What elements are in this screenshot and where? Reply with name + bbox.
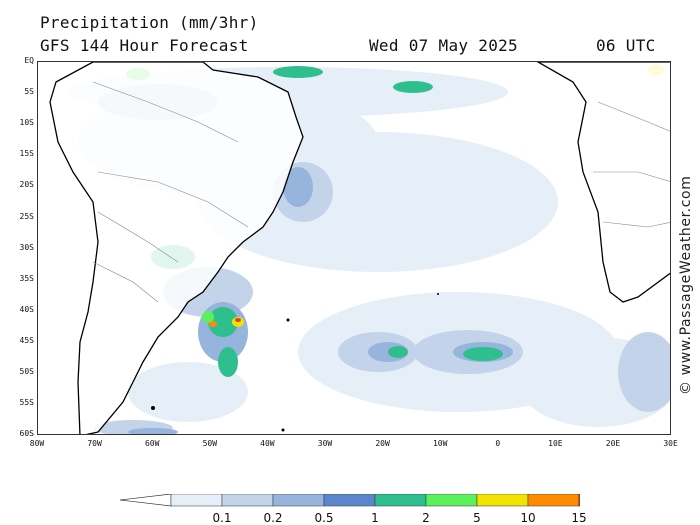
islands xyxy=(151,293,439,432)
legend-label: 15 xyxy=(571,511,587,525)
chart-title: Precipitation (mm/3hr) xyxy=(40,13,259,32)
lat-tick-label: 50S xyxy=(19,367,34,376)
legend-label: 5 xyxy=(473,511,481,525)
legend-swatch xyxy=(221,494,274,507)
lon-tick-label: 70W xyxy=(87,439,102,448)
legend-swatch xyxy=(170,494,223,507)
lon-tick-label: 0 xyxy=(495,439,501,448)
legend-swatch xyxy=(272,494,325,507)
legend-swatch xyxy=(527,494,580,507)
lon-tick-label: 30W xyxy=(317,439,333,448)
lon-tick-label: 30E xyxy=(663,439,678,448)
lon-tick-label: 80W xyxy=(29,439,45,448)
lon-tick-label: 60W xyxy=(144,439,160,448)
lat-tick-label: 15S xyxy=(19,149,34,159)
watermark: © www.PassageWeather.com xyxy=(678,175,694,395)
lon-tick-label: 40W xyxy=(260,439,275,448)
legend-arrow-left xyxy=(120,494,172,507)
legend-label: 0.2 xyxy=(263,511,283,525)
lat-tick-label: EQ xyxy=(24,56,34,65)
lon-tick-label: 20E xyxy=(605,439,621,448)
lat-tick-label: 5S xyxy=(24,87,34,97)
legend-label: 1 xyxy=(371,511,379,525)
lat-tick-label: 30S xyxy=(19,242,34,252)
lon-tick-label: 10W xyxy=(432,439,448,448)
lat-tick-label: 40S xyxy=(19,304,34,314)
lat-tick-label: 25S xyxy=(19,211,34,221)
lon-tick-label: 50W xyxy=(202,439,218,448)
legend-label: 2 xyxy=(422,511,430,525)
forecast-label: GFS 144 Hour Forecast xyxy=(40,36,249,55)
legend-swatch xyxy=(374,494,427,507)
precipitation-map[interactable] xyxy=(37,61,671,435)
map-canvas xyxy=(49,62,670,434)
legend-swatch xyxy=(323,494,376,507)
legend-label: 10 xyxy=(520,511,536,525)
country-borders xyxy=(92,81,249,303)
lat-tick-label: 60S xyxy=(19,429,34,439)
lat-tick-label: 45S xyxy=(19,335,34,345)
lon-tick-label: 10E xyxy=(548,439,563,448)
forecast-time: 06 UTC xyxy=(596,36,656,55)
lat-tick-label: 20S xyxy=(19,180,34,190)
south-america-landmass xyxy=(49,62,304,434)
lat-tick-label: 10S xyxy=(19,118,34,128)
forecast-date: Wed 07 May 2025 xyxy=(369,36,518,55)
lat-tick-label: 35S xyxy=(19,273,34,283)
legend-swatch xyxy=(476,494,529,507)
lat-tick-label: 55S xyxy=(19,398,34,408)
africa-landmass xyxy=(536,62,670,303)
lon-tick-label: 20W xyxy=(375,439,390,448)
legend-label: 0.5 xyxy=(314,511,334,525)
legend-label: 0.1 xyxy=(212,511,232,525)
africa-borders xyxy=(593,101,670,228)
precip-legend xyxy=(120,494,580,507)
legend-arrow-right xyxy=(578,494,580,507)
legend-swatch xyxy=(425,494,478,507)
